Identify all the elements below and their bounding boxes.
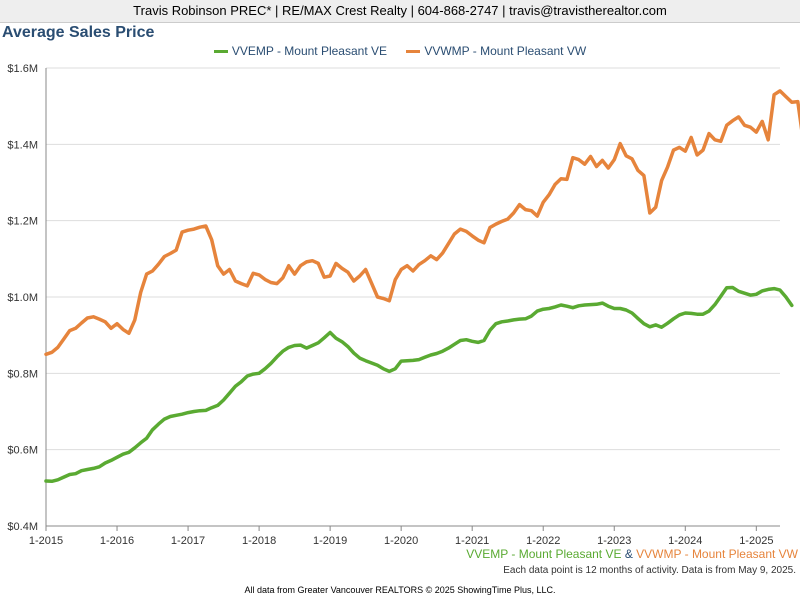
- legend-swatch-series-a: [213, 50, 228, 54]
- axes: $0.4M $0.6M $0.8M $1.0M $1.2M $1.4M $1.6M 1-201…: [7, 63, 780, 547]
- x-tick-label: 1-2021: [455, 535, 489, 547]
- x-tick-label: 1-2017: [171, 535, 205, 547]
- x-tick-label: 1-2020: [384, 535, 418, 547]
- series-line-vvwmp[interactable]: [44, 89, 800, 357]
- y-tick-label: $0.4M: [7, 521, 38, 533]
- y-tick-label: $0.8M: [7, 368, 38, 380]
- legend-label-series-a: VVEMP - Mount Pleasant VE: [231, 44, 387, 58]
- data-source: All data from Greater Vancouver REALTORS…: [244, 585, 556, 595]
- y-tick-label: $0.6M: [7, 445, 38, 457]
- series-line-vvemp[interactable]: [44, 285, 794, 484]
- x-tick-label: 1-2015: [29, 535, 63, 547]
- x-tick-label: 1-2023: [597, 535, 631, 547]
- legend-item-series-b[interactable]: VVWMP - Mount Pleasant VW: [406, 44, 586, 58]
- legend-item-series-a[interactable]: VVEMP - Mount Pleasant VE: [213, 44, 387, 58]
- legend-label-series-b: VVWMP - Mount Pleasant VW: [424, 44, 587, 58]
- chart-legend: VVEMP - Mount Pleasant VE VVWMP - Mount …: [0, 44, 800, 58]
- agent-contact-header: Travis Robinson PREC* | RE/MAX Crest Rea…: [0, 0, 800, 23]
- x-tick-label: 1-2018: [242, 535, 276, 547]
- footer-series-a: VVEMP - Mount Pleasant VE: [466, 547, 622, 561]
- gridlines: [46, 67, 780, 527]
- x-tick-label: 1-2019: [313, 535, 347, 547]
- x-tick-label: 1-2025: [739, 535, 773, 547]
- footer-series-labels: VVEMP - Mount Pleasant VE & VVWMP - Moun…: [466, 547, 798, 561]
- y-tick-label: $1.2M: [7, 216, 38, 228]
- x-tick-label: 1-2016: [100, 535, 134, 547]
- data-note: Each data point is 12 months of activity…: [503, 565, 796, 576]
- y-tick-label: $1.0M: [7, 292, 38, 304]
- y-tick-label: $1.6M: [7, 63, 38, 75]
- x-tick-label: 1-2024: [668, 535, 702, 547]
- footer-series-b: VVWMP - Mount Pleasant VW: [636, 547, 798, 561]
- footer-amp: &: [621, 547, 637, 561]
- y-tick-label: $1.4M: [7, 139, 38, 151]
- chart-title: Average Sales Price: [2, 24, 155, 41]
- x-tick-label: 1-2022: [526, 535, 560, 547]
- series-lines: [44, 89, 800, 484]
- legend-swatch-series-b: [406, 50, 421, 54]
